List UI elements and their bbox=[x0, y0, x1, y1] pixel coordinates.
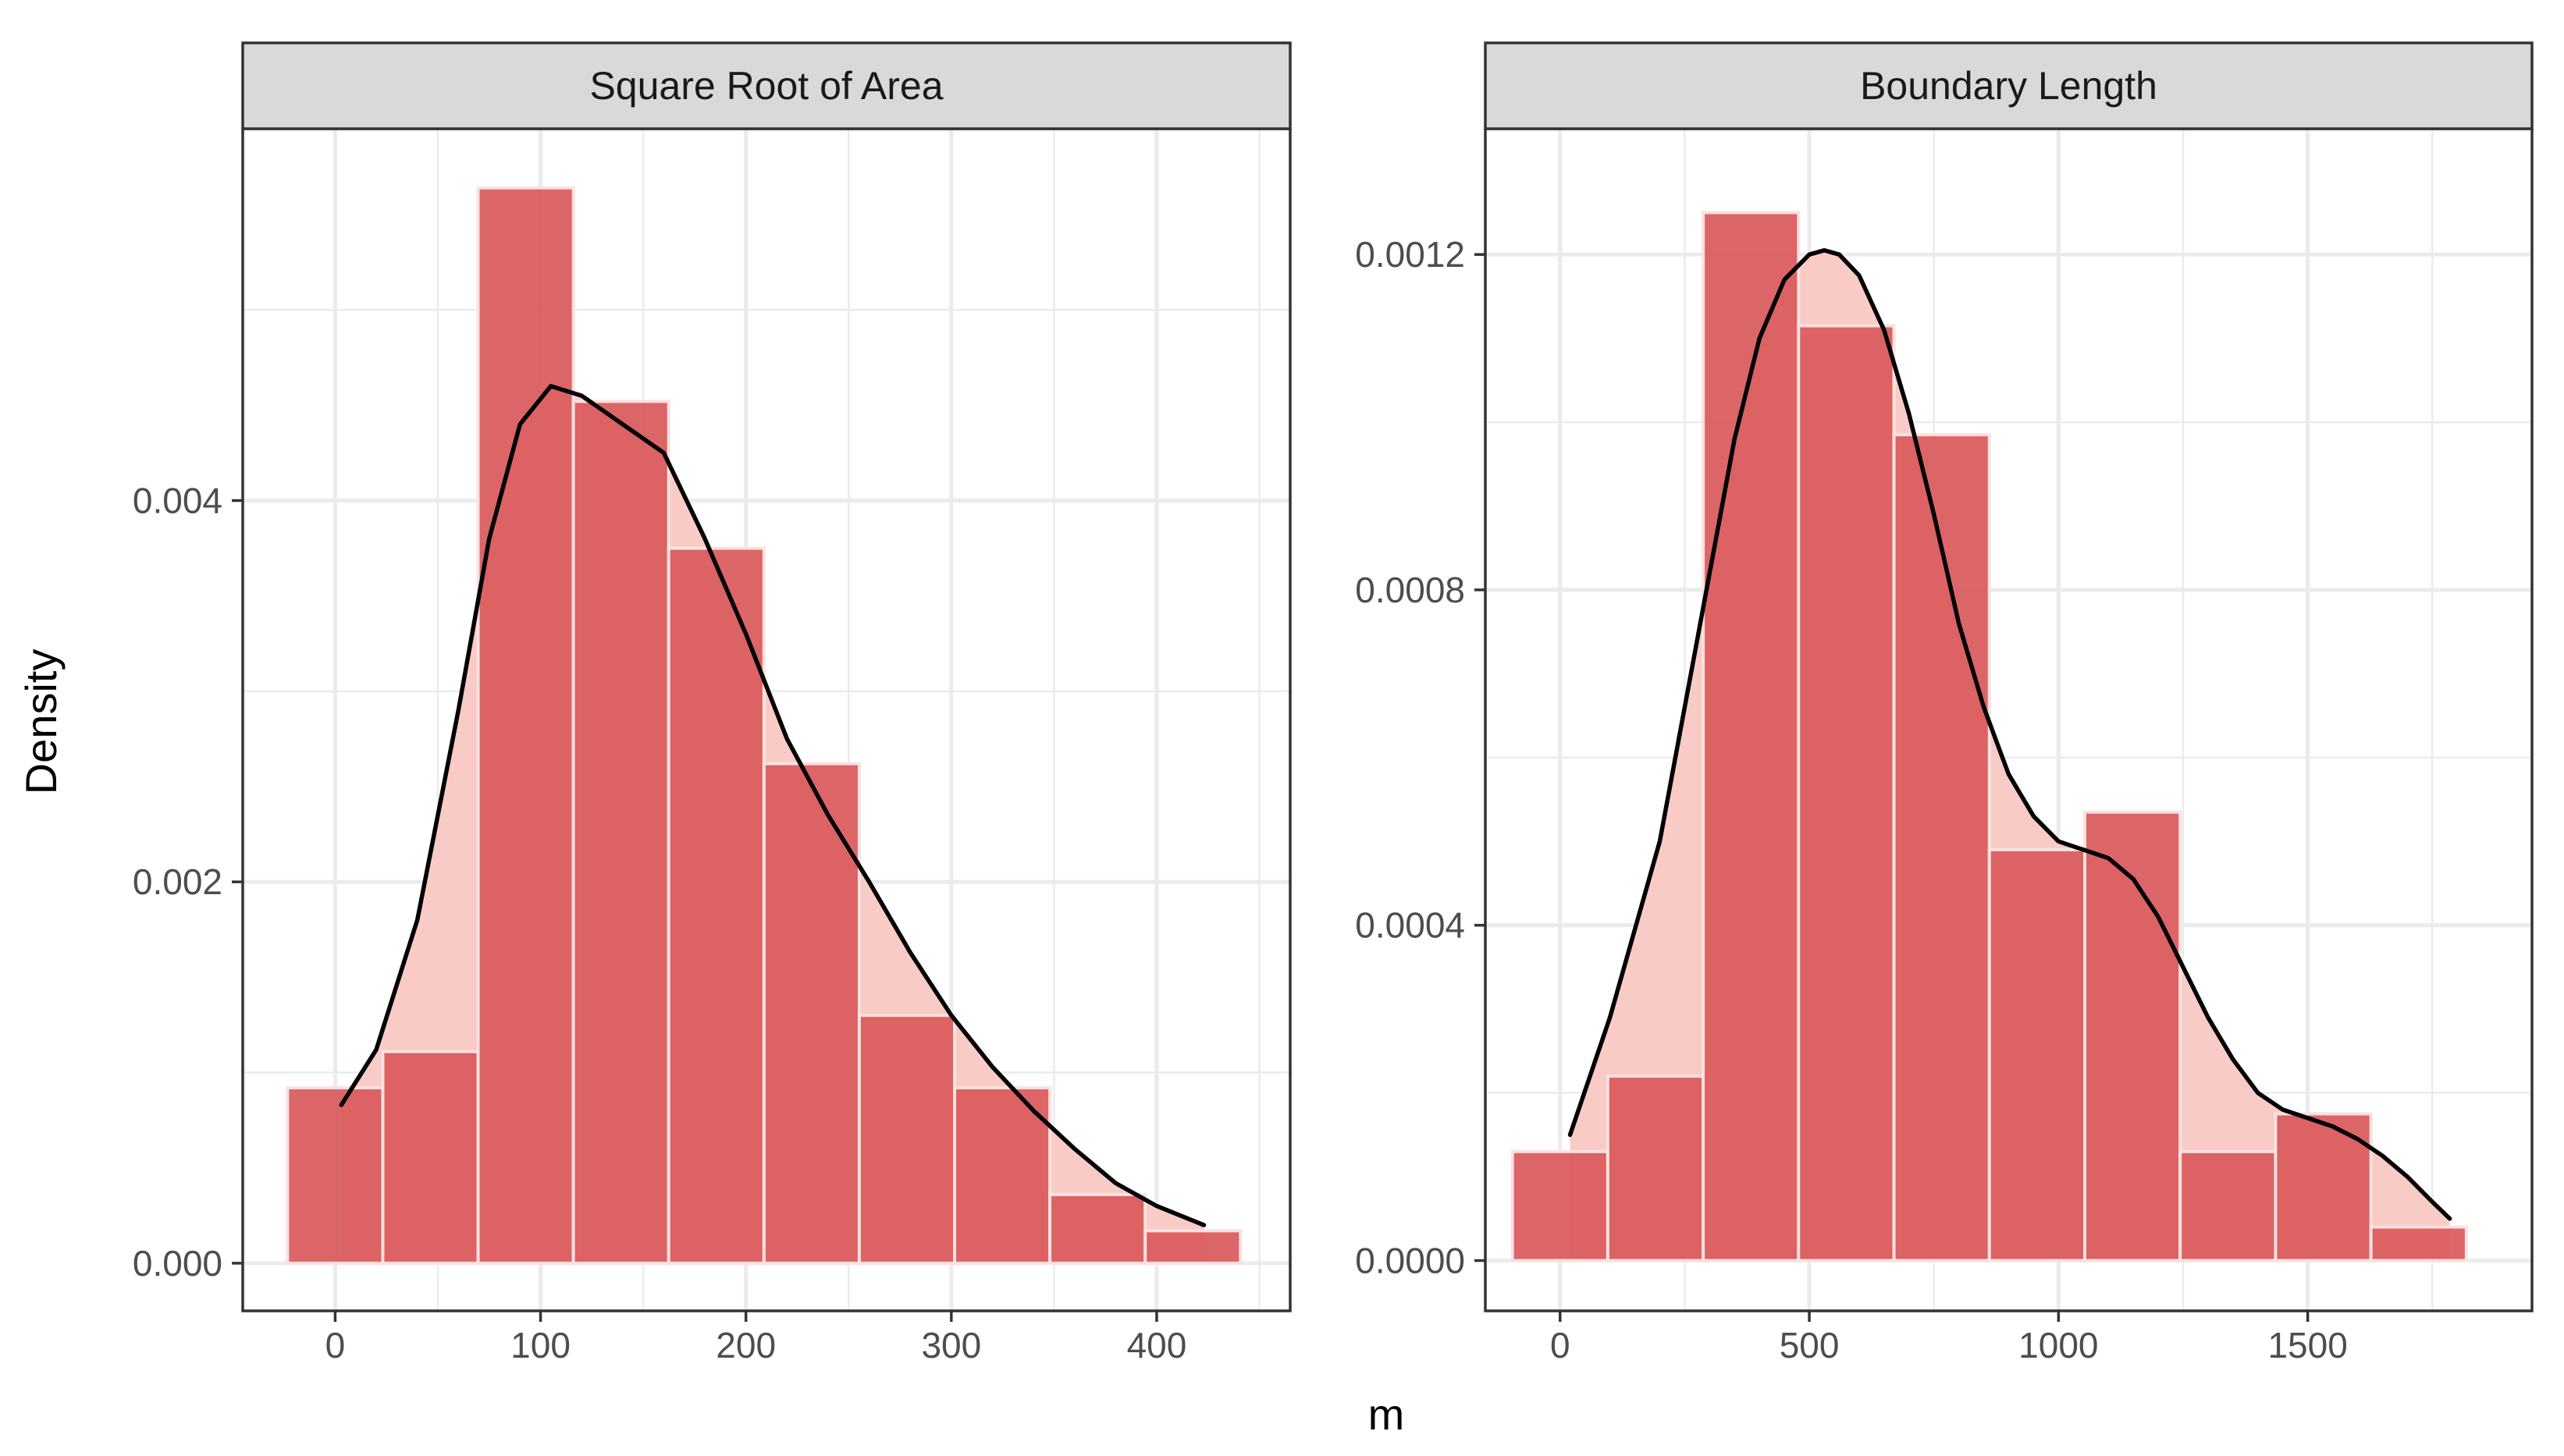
density-line bbox=[339, 384, 1207, 1227]
facet-strip bbox=[1484, 41, 2534, 130]
histogram-bars bbox=[1510, 211, 2468, 1262]
x-tick-label: 200 bbox=[716, 1325, 776, 1365]
x-tick-label: 500 bbox=[1780, 1325, 1840, 1365]
y-tick-label: 0.004 bbox=[133, 480, 222, 520]
histogram-bar bbox=[1797, 324, 1896, 1262]
histogram-bar bbox=[1606, 1074, 1705, 1262]
histogram-bar bbox=[1048, 1192, 1147, 1265]
facet-strip-label: Boundary Length bbox=[1860, 64, 2157, 108]
x-tick-label: 300 bbox=[921, 1325, 981, 1365]
y-axis: 0.0000 0.0004 0.0008 0.0012 bbox=[1355, 234, 1485, 1281]
x-tick-label: 0 bbox=[325, 1325, 346, 1365]
x-axis-title: m bbox=[1368, 1390, 1405, 1439]
facet-strip-label: Square Root of Area bbox=[589, 64, 943, 108]
histogram-bar bbox=[571, 400, 670, 1265]
histogram-bar bbox=[1143, 1229, 1243, 1265]
x-tick-label: 100 bbox=[510, 1325, 571, 1365]
facet-strip bbox=[241, 41, 1292, 130]
x-tick-label: 400 bbox=[1127, 1325, 1187, 1365]
x-tick-label: 0 bbox=[1550, 1325, 1570, 1365]
x-tick-label: 1500 bbox=[2267, 1325, 2347, 1365]
histogram-bar bbox=[667, 546, 766, 1265]
y-tick-label: 0.002 bbox=[133, 861, 222, 902]
histogram-bars bbox=[286, 186, 1243, 1265]
histogram-bar bbox=[1892, 433, 1991, 1262]
y-axis: 0.000 0.002 0.004 bbox=[133, 480, 243, 1284]
histogram-bar bbox=[1987, 848, 2087, 1262]
panel-boundary-length: Boundary Length 0.0000 0.0004 0.0008 0.0012… bbox=[1355, 41, 2534, 1365]
x-tick-label: 1000 bbox=[2018, 1325, 2098, 1365]
x-axis: 0 100 200 300 400 bbox=[325, 1311, 1187, 1365]
histogram-bar bbox=[1510, 1149, 1609, 1262]
histogram-bar bbox=[1702, 211, 1801, 1262]
y-axis-title: Density bbox=[16, 649, 66, 795]
histogram-bar bbox=[2083, 810, 2182, 1262]
histogram-bar bbox=[857, 1014, 957, 1265]
y-tick-label: 0.0004 bbox=[1355, 905, 1465, 946]
panel-square-root-of-area: Square Root of Area 0.000 0.002 0.004 0 100… bbox=[133, 41, 1292, 1365]
histogram-bar bbox=[2178, 1149, 2278, 1262]
histogram-bar bbox=[2369, 1225, 2468, 1262]
histogram-bar bbox=[762, 762, 861, 1265]
histogram-bar bbox=[381, 1049, 480, 1265]
y-tick-label: 0.0000 bbox=[1355, 1241, 1465, 1281]
histogram-bar bbox=[2274, 1112, 2373, 1262]
histogram-bar bbox=[476, 186, 575, 1265]
y-tick-label: 0.0012 bbox=[1355, 234, 1465, 275]
histogram-bar bbox=[286, 1086, 385, 1265]
density-curve bbox=[339, 384, 1207, 1227]
density-curve bbox=[1567, 248, 2452, 1221]
y-tick-label: 0.000 bbox=[133, 1243, 222, 1284]
y-tick-label: 0.0008 bbox=[1355, 570, 1465, 610]
density-line bbox=[1567, 248, 2452, 1221]
histogram-bar bbox=[953, 1086, 1052, 1265]
x-axis: 0 500 1000 1500 bbox=[1550, 1311, 2348, 1365]
